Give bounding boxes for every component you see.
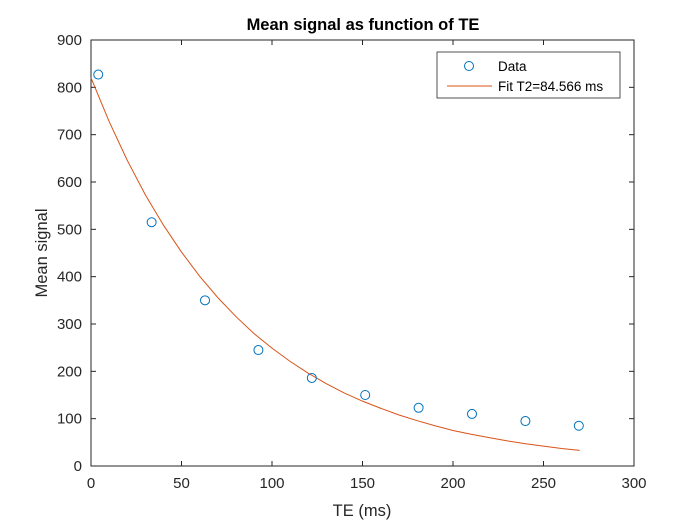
x-tick-label: 300 bbox=[621, 475, 646, 492]
y-tick-label: 600 bbox=[57, 174, 82, 191]
data-point bbox=[200, 295, 211, 306]
y-tick-label: 900 bbox=[57, 32, 82, 49]
data-point bbox=[467, 408, 478, 419]
x-tick-label: 50 bbox=[173, 475, 190, 492]
x-tick-label: 200 bbox=[440, 475, 465, 492]
chart-title: Mean signal as function of TE bbox=[247, 16, 480, 34]
plot-area bbox=[90, 69, 584, 451]
y-tick-label: 700 bbox=[57, 127, 82, 144]
y-tick-label: 0 bbox=[74, 458, 82, 475]
y-axis: 0 100 200 300 400 500 600 700 800 900 bbox=[57, 32, 634, 475]
y-tick-label: 500 bbox=[57, 221, 82, 238]
x-axis: 0 50 100 150 200 250 300 bbox=[87, 40, 647, 492]
data-point bbox=[93, 69, 104, 80]
legend: Data Fit T2=84.566 ms bbox=[436, 51, 621, 99]
legend-label-fit: Fit T2=84.566 ms bbox=[498, 79, 603, 94]
data-point bbox=[253, 345, 264, 356]
y-axis-label: Mean signal bbox=[33, 209, 51, 298]
data-point bbox=[520, 416, 531, 427]
data-point bbox=[146, 217, 157, 228]
x-tick-label: 100 bbox=[259, 475, 284, 492]
y-tick-label: 200 bbox=[57, 363, 82, 380]
legend-marker-data bbox=[464, 61, 474, 71]
axes-box bbox=[90, 39, 635, 467]
data-point bbox=[573, 420, 584, 431]
y-tick-label: 400 bbox=[57, 269, 82, 286]
data-point bbox=[306, 372, 317, 383]
x-tick-label: 150 bbox=[350, 475, 375, 492]
data-point bbox=[413, 402, 424, 413]
legend-box bbox=[436, 51, 621, 99]
legend-label-data: Data bbox=[498, 59, 527, 74]
fit-curve bbox=[90, 77, 580, 451]
y-tick-label: 800 bbox=[57, 79, 82, 96]
x-tick-label: 250 bbox=[531, 475, 556, 492]
data-point bbox=[360, 390, 371, 400]
y-tick-label: 300 bbox=[57, 316, 82, 333]
x-tick-label: 0 bbox=[87, 475, 95, 492]
y-tick-label: 100 bbox=[57, 411, 82, 428]
x-axis-label: TE (ms) bbox=[333, 502, 392, 520]
